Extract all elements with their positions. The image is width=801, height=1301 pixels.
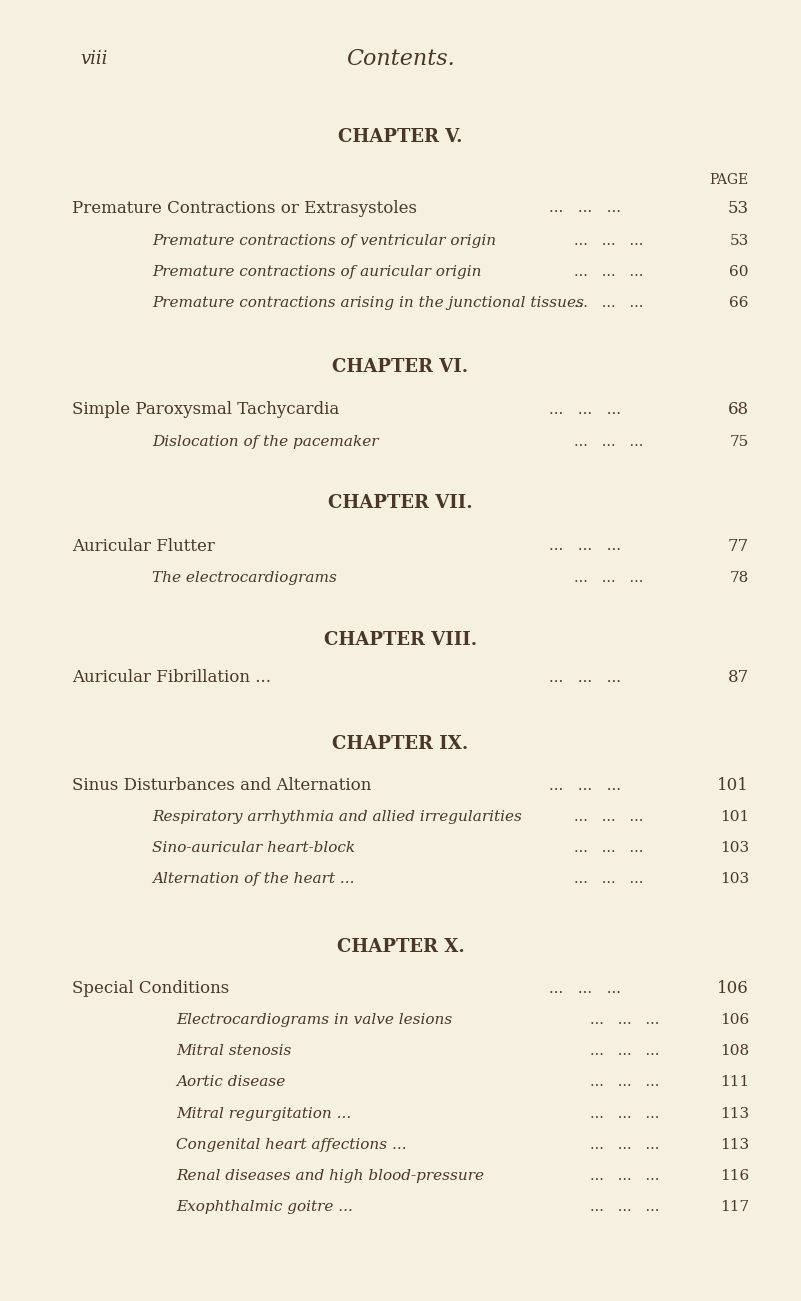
Text: Sino-auricular heart-block: Sino-auricular heart-block — [152, 842, 356, 855]
Text: 101: 101 — [719, 811, 749, 824]
Text: Alternation of the heart ...: Alternation of the heart ... — [152, 873, 355, 886]
Text: PAGE: PAGE — [710, 173, 749, 186]
Text: CHAPTER VII.: CHAPTER VII. — [328, 494, 473, 513]
Text: CHAPTER IX.: CHAPTER IX. — [332, 735, 469, 753]
Text: 108: 108 — [720, 1045, 749, 1058]
Text: ...   ...   ...: ... ... ... — [590, 1138, 659, 1151]
Text: ...   ...   ...: ... ... ... — [549, 540, 621, 553]
Text: 75: 75 — [730, 436, 749, 449]
Text: viii: viii — [80, 49, 107, 68]
Text: ...   ...   ...: ... ... ... — [590, 1170, 659, 1183]
Text: Auricular Flutter: Auricular Flutter — [72, 537, 215, 556]
Text: 103: 103 — [720, 842, 749, 855]
Text: Premature contractions arising in the junctional tissues: Premature contractions arising in the ju… — [152, 297, 584, 310]
Text: ...   ...   ...: ... ... ... — [590, 1076, 659, 1089]
Text: Exophthalmic goitre ...: Exophthalmic goitre ... — [176, 1201, 353, 1214]
Text: ...   ...   ...: ... ... ... — [590, 1107, 659, 1120]
Text: Aortic disease: Aortic disease — [176, 1076, 285, 1089]
Text: 117: 117 — [720, 1201, 749, 1214]
Text: 53: 53 — [728, 199, 749, 217]
Text: 77: 77 — [727, 537, 749, 556]
Text: ...   ...   ...: ... ... ... — [549, 982, 621, 995]
Text: 111: 111 — [719, 1076, 749, 1089]
Text: 113: 113 — [720, 1107, 749, 1120]
Text: ...   ...   ...: ... ... ... — [574, 234, 643, 247]
Text: 103: 103 — [720, 873, 749, 886]
Text: ...   ...   ...: ... ... ... — [549, 671, 621, 684]
Text: The electrocardiograms: The electrocardiograms — [152, 571, 337, 584]
Text: 113: 113 — [720, 1138, 749, 1151]
Text: ...   ...   ...: ... ... ... — [549, 403, 621, 416]
Text: ...   ...   ...: ... ... ... — [574, 297, 643, 310]
Text: 60: 60 — [730, 265, 749, 278]
Text: ...   ...   ...: ... ... ... — [590, 1013, 659, 1026]
Text: Electrocardiograms in valve lesions: Electrocardiograms in valve lesions — [176, 1013, 453, 1026]
Text: Premature contractions of ventricular origin: Premature contractions of ventricular or… — [152, 234, 497, 247]
Text: ...   ...   ...: ... ... ... — [574, 436, 643, 449]
Text: Premature Contractions or Extrasystoles: Premature Contractions or Extrasystoles — [72, 199, 417, 217]
Text: ...   ...   ...: ... ... ... — [574, 571, 643, 584]
Text: ...   ...   ...: ... ... ... — [549, 202, 621, 215]
Text: Dislocation of the pacemaker: Dislocation of the pacemaker — [152, 436, 379, 449]
Text: ...   ...   ...: ... ... ... — [574, 265, 643, 278]
Text: CHAPTER VIII.: CHAPTER VIII. — [324, 631, 477, 649]
Text: CHAPTER X.: CHAPTER X. — [336, 938, 465, 956]
Text: 68: 68 — [728, 401, 749, 419]
Text: ...   ...   ...: ... ... ... — [590, 1045, 659, 1058]
Text: 66: 66 — [730, 297, 749, 310]
Text: Auricular Fibrillation ...: Auricular Fibrillation ... — [72, 669, 271, 687]
Text: CHAPTER VI.: CHAPTER VI. — [332, 358, 469, 376]
Text: 106: 106 — [719, 1013, 749, 1026]
Text: 116: 116 — [719, 1170, 749, 1183]
Text: ...   ...   ...: ... ... ... — [574, 842, 643, 855]
Text: Special Conditions: Special Conditions — [72, 980, 229, 998]
Text: 53: 53 — [730, 234, 749, 247]
Text: 78: 78 — [730, 571, 749, 584]
Text: Simple Paroxysmal Tachycardia: Simple Paroxysmal Tachycardia — [72, 401, 340, 419]
Text: 87: 87 — [727, 669, 749, 687]
Text: CHAPTER V.: CHAPTER V. — [338, 127, 463, 146]
Text: Respiratory arrhythmia and allied irregularities: Respiratory arrhythmia and allied irregu… — [152, 811, 522, 824]
Text: Premature contractions of auricular origin: Premature contractions of auricular orig… — [152, 265, 481, 278]
Text: Sinus Disturbances and Alternation: Sinus Disturbances and Alternation — [72, 777, 372, 795]
Text: 106: 106 — [717, 980, 749, 998]
Text: ...   ...   ...: ... ... ... — [574, 873, 643, 886]
Text: 101: 101 — [717, 777, 749, 795]
Text: Mitral stenosis: Mitral stenosis — [176, 1045, 292, 1058]
Text: Congenital heart affections ...: Congenital heart affections ... — [176, 1138, 407, 1151]
Text: ...   ...   ...: ... ... ... — [574, 811, 643, 824]
Text: ...   ...   ...: ... ... ... — [590, 1201, 659, 1214]
Text: Contents.: Contents. — [346, 48, 455, 69]
Text: Mitral regurgitation ...: Mitral regurgitation ... — [176, 1107, 352, 1120]
Text: Renal diseases and high blood-pressure: Renal diseases and high blood-pressure — [176, 1170, 485, 1183]
Text: ...   ...   ...: ... ... ... — [549, 779, 621, 792]
